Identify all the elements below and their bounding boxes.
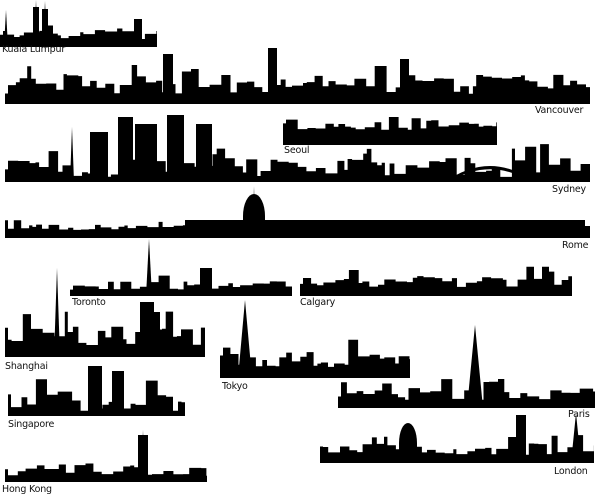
- skyline-paris: [338, 325, 595, 408]
- oriental-pearl-tower: [54, 268, 60, 357]
- skyline-calgary-buildings: [300, 266, 572, 296]
- skyline-hong-kong-buildings: [5, 463, 207, 482]
- vancouver-tower-3: [400, 59, 409, 104]
- label-sydney: Sydney: [552, 184, 586, 195]
- label-toronto: Toronto: [72, 297, 106, 308]
- vancouver-tower-1: [163, 54, 173, 104]
- label-tokyo: Tokyo: [222, 381, 248, 392]
- london-tower: [516, 415, 526, 463]
- label-hong-kong: Hong Kong: [2, 484, 52, 495]
- label-kuala-lumpur: Kuala Lumpur: [2, 44, 66, 55]
- skyline-vancouver-buildings: [5, 65, 590, 104]
- shanghai-wfc: [150, 312, 160, 357]
- label-seoul: Seoul: [284, 145, 310, 156]
- skyline-kuala-lumpur: [0, 0, 157, 47]
- sydney-tower-eye: [70, 127, 74, 182]
- label-rome: Rome: [562, 240, 589, 251]
- petronas-spire-left: [34, 0, 38, 47]
- skyline-shanghai-buildings: [5, 311, 205, 357]
- eiffel-tower: [467, 325, 483, 408]
- label-vancouver: Vancouver: [535, 105, 584, 116]
- label-singapore: Singapore: [8, 419, 55, 430]
- hk-spire: [141, 430, 145, 482]
- skyline-shanghai: [5, 268, 205, 357]
- sydney-tower-block-1: [90, 132, 108, 182]
- skyline-tokyo-buildings: [220, 339, 410, 378]
- singapore-tower-1: [88, 366, 102, 416]
- skyline-singapore-buildings: [8, 379, 185, 416]
- cn-tower: [146, 239, 152, 296]
- harbour-bridge: [445, 166, 535, 182]
- label-calgary: Calgary: [300, 297, 336, 308]
- singapore-tower-2: [112, 371, 124, 416]
- the-shard: [571, 413, 581, 463]
- skyline-calgary: [300, 266, 572, 296]
- sydney-tower-block-5: [196, 124, 212, 182]
- skyline-sydney: [5, 115, 590, 182]
- skyline-london: [320, 413, 594, 463]
- skyline-hong-kong: [5, 430, 207, 482]
- skyline-rome: [5, 186, 590, 238]
- skyline-paris-buildings: [338, 379, 595, 408]
- label-london: London: [554, 466, 588, 477]
- skyline-seoul: [283, 117, 497, 145]
- skyline-toronto-buildings: [70, 275, 292, 296]
- skyline-vancouver: [5, 48, 590, 104]
- skyline-seoul-buildings: [283, 117, 497, 145]
- petronas-spire-right: [43, 1, 47, 47]
- skyline-kuala-lumpur-buildings: [0, 25, 157, 47]
- label-shanghai: Shanghai: [5, 361, 48, 372]
- skyline-toronto: [70, 239, 292, 296]
- kl-building: [134, 19, 142, 47]
- skyline-london-buildings: [320, 435, 594, 463]
- sydney-tower-block-4: [167, 115, 184, 182]
- skyline-singapore: [8, 366, 185, 416]
- kl-tower: [4, 10, 8, 47]
- st-pauls-dome: [399, 423, 417, 463]
- skyline-tokyo: [220, 300, 410, 378]
- label-paris: Paris: [568, 409, 590, 420]
- vancouver-tower-2: [268, 48, 277, 104]
- toronto-building: [200, 268, 212, 296]
- rome-right-mass: [185, 220, 585, 238]
- tokyo-tower: [238, 300, 252, 378]
- sydney-tower-block-3: [135, 124, 157, 182]
- sydney-tower-block-2: [118, 117, 133, 182]
